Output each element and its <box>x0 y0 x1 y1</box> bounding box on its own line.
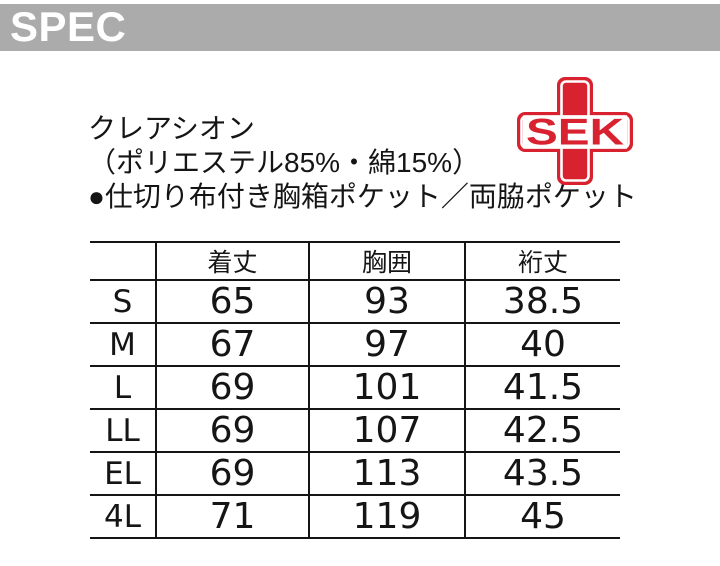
sek-cross-icon: SEK <box>517 77 633 185</box>
value-cell: 113 <box>309 451 466 495</box>
value-cell: 97 <box>309 322 466 366</box>
sek-certification-mark: SEK <box>517 76 633 186</box>
product-material: （ポリエステル85%・綿15%） <box>88 147 481 178</box>
value-cell: 101 <box>309 365 466 409</box>
table-header-row: 着丈 胸囲 裄丈 <box>90 241 620 280</box>
product-name: クレアシオン <box>88 113 255 144</box>
size-column-header <box>90 241 157 280</box>
spec-header-bar: SPEC <box>0 4 720 51</box>
spec-title: SPEC <box>10 3 127 50</box>
value-cell: 119 <box>309 494 466 539</box>
value-cell: 69 <box>156 451 310 495</box>
table-row: EL 69 113 43.5 <box>90 451 620 495</box>
column-header: 着丈 <box>156 241 310 280</box>
table-row: LL 69 107 42.5 <box>90 408 620 452</box>
value-cell: 69 <box>156 365 310 409</box>
value-cell: 41.5 <box>465 365 620 409</box>
table-row: M 67 97 40 <box>90 322 620 366</box>
value-cell: 38.5 <box>465 279 620 323</box>
value-cell: 71 <box>156 494 310 539</box>
column-header: 裄丈 <box>465 241 620 280</box>
table-row: L 69 101 41.5 <box>90 365 620 409</box>
sek-label: SEK <box>526 112 624 153</box>
value-cell: 107 <box>309 408 466 452</box>
value-cell: 40 <box>465 322 620 366</box>
value-cell: 93 <box>309 279 466 323</box>
value-cell: 69 <box>156 408 310 452</box>
size-cell: L <box>90 365 157 409</box>
column-header: 胸囲 <box>309 241 466 280</box>
value-cell: 67 <box>156 322 310 366</box>
value-cell: 65 <box>156 279 310 323</box>
size-cell: EL <box>90 451 157 495</box>
product-info: クレアシオン （ポリエステル85%・綿15%） ●仕切り布付き胸箱ポケット／両脇… <box>88 112 648 214</box>
size-cell: S <box>90 279 157 323</box>
product-features: ●仕切り布付き胸箱ポケット／両脇ポケット <box>88 181 637 212</box>
size-cell: 4L <box>90 494 157 539</box>
value-cell: 45 <box>465 494 620 539</box>
table-row: 4L 71 119 45 <box>90 494 620 539</box>
value-cell: 42.5 <box>465 408 620 452</box>
table-row: S 65 93 38.5 <box>90 279 620 323</box>
size-table: 着丈 胸囲 裄丈 S 65 93 38.5 M 67 97 40 L 69 10… <box>90 241 620 539</box>
value-cell: 43.5 <box>465 451 620 495</box>
size-cell: M <box>90 322 157 366</box>
size-cell: LL <box>90 408 157 452</box>
